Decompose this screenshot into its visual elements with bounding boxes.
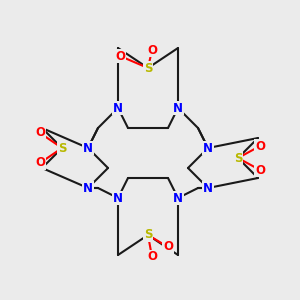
Text: N: N (173, 191, 183, 205)
Text: N: N (113, 191, 123, 205)
Text: N: N (173, 101, 183, 115)
Text: O: O (35, 127, 45, 140)
Text: S: S (234, 152, 242, 164)
Text: O: O (255, 140, 265, 152)
Text: S: S (58, 142, 66, 154)
Text: N: N (203, 142, 213, 154)
Text: O: O (163, 241, 173, 254)
Text: O: O (115, 50, 125, 62)
Text: O: O (147, 44, 157, 56)
Text: O: O (147, 250, 157, 263)
Text: N: N (203, 182, 213, 194)
Text: N: N (83, 182, 93, 194)
Text: S: S (144, 61, 152, 74)
Text: N: N (83, 142, 93, 154)
Text: O: O (35, 157, 45, 169)
Text: N: N (113, 101, 123, 115)
Text: S: S (144, 229, 152, 242)
Text: O: O (255, 164, 265, 176)
